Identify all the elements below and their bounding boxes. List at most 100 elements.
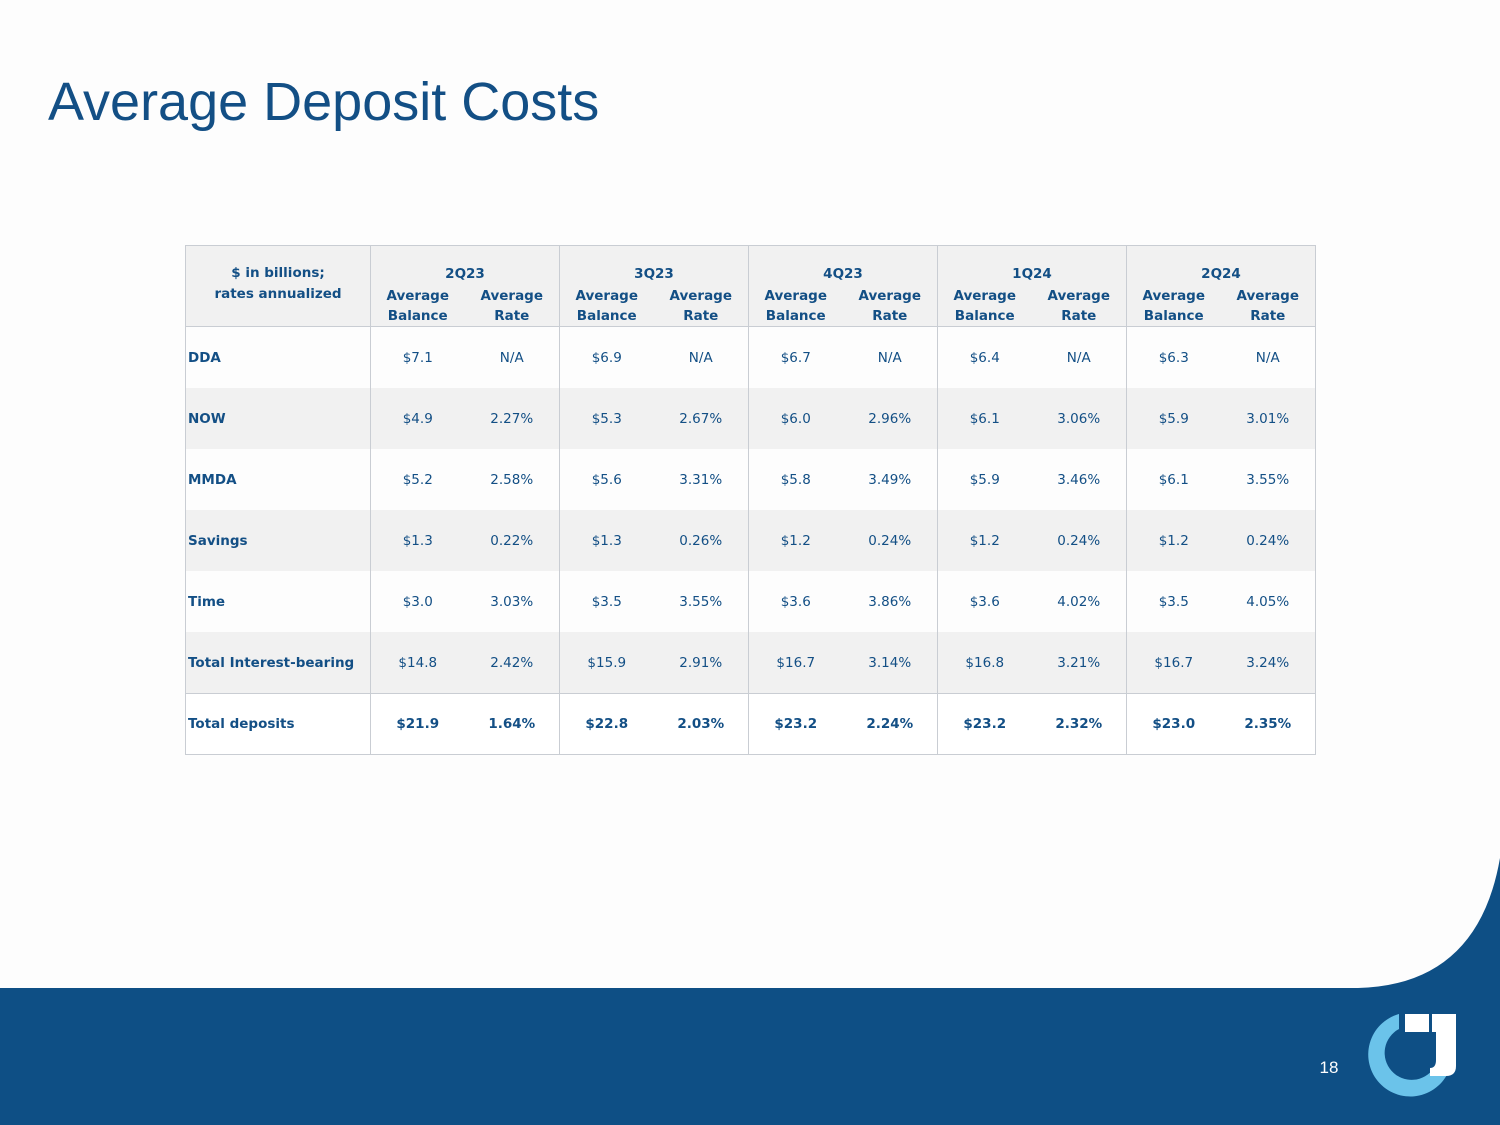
average-balance-cell: $6.3 <box>1126 326 1221 388</box>
average-balance-header: Average Balance <box>937 286 1032 327</box>
average-rate-cell: 2.67% <box>653 388 749 449</box>
average-balance-cell: $1.2 <box>1126 510 1221 571</box>
average-balance-cell: $16.7 <box>748 632 843 694</box>
row-label: DDA <box>188 349 221 366</box>
quarter-header: 2Q24 <box>1126 245 1316 286</box>
page-number: 18 <box>1319 1058 1339 1077</box>
average-rate-cell: 2.96% <box>842 388 938 449</box>
average-balance-cell: $3.5 <box>559 571 654 632</box>
average-balance-cell: $21.9 <box>370 693 465 755</box>
average-rate-header: Average Rate <box>842 286 938 327</box>
average-rate-cell: 2.32% <box>1031 693 1127 755</box>
average-rate-cell: 2.27% <box>464 388 560 449</box>
quarter-header: 4Q23 <box>748 245 938 286</box>
average-rate-cell: 2.91% <box>653 632 749 694</box>
average-rate-cell: 4.05% <box>1246 593 1290 610</box>
row-label: MMDA <box>188 471 237 488</box>
average-balance-cell: $1.3 <box>370 510 465 571</box>
average-rate-cell: 0.22% <box>464 510 560 571</box>
average-rate-header: Average Rate <box>653 286 749 327</box>
average-rate-cell: 2.24% <box>842 693 938 755</box>
average-rate-cell: 1.64% <box>464 693 560 755</box>
table-row: Savings $1.3 0.22% $1.3 0.26% $1.2 0.24% $1.2 0.… <box>185 510 1316 571</box>
average-balance-cell: $4.9 <box>370 388 465 449</box>
table-row: Total Interest-bearing $14.8 2.42% $15.9 2.9… <box>185 632 1316 694</box>
average-balance-cell: $1.2 <box>748 510 843 571</box>
average-balance-cell: $23.2 <box>748 693 843 755</box>
average-balance-cell: $16.7 <box>1126 632 1221 694</box>
table-row: NOW $4.9 2.27% $5.3 2.67% $6.0 2.96% $6.1 3.06% $… <box>185 388 1316 449</box>
average-balance-header: Average Balance <box>748 286 843 327</box>
row-label: Total deposits <box>185 693 371 755</box>
quarter-header-row: $ in billions; rates annualized 2Q23 3Q2… <box>185 245 1316 327</box>
average-rate-cell: N/A <box>877 349 902 366</box>
average-rate-cell: 0.26% <box>653 510 749 571</box>
average-balance-cell: $23.2 <box>937 693 1032 755</box>
row-label: Time <box>188 593 226 610</box>
average-balance-cell: $6.0 <box>748 388 843 449</box>
average-rate-header: Average Rate <box>464 286 560 327</box>
row-label: NOW <box>185 388 371 449</box>
average-balance-cell: $1.2 <box>937 510 1032 571</box>
average-balance-cell: $3.6 <box>748 571 843 632</box>
corner-label-line2: rates annualized <box>214 286 342 302</box>
average-rate-cell: N/A <box>499 349 524 366</box>
average-balance-cell: $5.6 <box>559 449 654 510</box>
company-logo-icon <box>1368 1014 1456 1097</box>
average-rate-cell: 3.55% <box>1246 471 1290 488</box>
average-rate-cell: 3.31% <box>679 471 723 488</box>
average-balance-cell: $6.4 <box>937 326 1032 388</box>
average-balance-cell: $14.8 <box>370 632 465 694</box>
average-balance-cell: $6.1 <box>937 388 1032 449</box>
average-rate-cell: 3.14% <box>842 632 938 694</box>
total-deposits-row: Total deposits $21.9 1.64% $22.8 2.03% $23.2 2… <box>185 693 1316 755</box>
average-rate-cell: 3.21% <box>1031 632 1127 694</box>
slide-title: Average Deposit Costs <box>48 72 600 132</box>
quarter-header: 2Q23 <box>370 245 560 286</box>
average-rate-cell: 4.02% <box>1057 593 1101 610</box>
average-balance-cell: $5.2 <box>370 449 465 510</box>
average-rate-cell: 3.24% <box>1220 632 1316 694</box>
average-balance-cell: $16.8 <box>937 632 1032 694</box>
corner-label-line1: $ in billions; <box>231 265 325 281</box>
average-rate-cell: 3.86% <box>868 593 912 610</box>
quarter-header: 3Q23 <box>559 245 749 286</box>
table-row: Time $3.0 3.03% $3.5 3.55% $3.6 3.86% $3.6 4.02%… <box>186 571 1316 632</box>
deposit-costs-table: $ in billions; rates annualized 2Q23 3Q2… <box>185 245 1316 755</box>
average-balance-header: Average Balance <box>559 286 654 327</box>
average-rate-cell: N/A <box>1066 349 1091 366</box>
average-rate-cell: 3.55% <box>679 593 723 610</box>
table-row: DDA $7.1 N/A $6.9 N/A $6.7 N/A $6.4 N/A $6.3 N/A <box>186 326 1316 388</box>
average-rate-cell: 3.03% <box>490 593 534 610</box>
table-row: MMDA $5.2 2.58% $5.6 3.31% $5.8 3.49% $5.9 3.46%… <box>186 449 1316 510</box>
average-balance-cell: $6.9 <box>559 326 654 388</box>
average-balance-header: Average Balance <box>1126 286 1221 327</box>
row-label: Savings <box>185 510 371 571</box>
average-rate-cell: 2.35% <box>1220 693 1316 755</box>
quarter-header: 1Q24 <box>937 245 1127 286</box>
average-balance-cell: $22.8 <box>559 693 654 755</box>
average-balance-cell: $3.5 <box>1126 571 1221 632</box>
average-balance-cell: $6.1 <box>1126 449 1221 510</box>
average-balance-header: Average Balance <box>370 286 465 327</box>
average-rate-cell: 2.42% <box>464 632 560 694</box>
average-rate-cell: 0.24% <box>1220 510 1316 571</box>
average-rate-cell: 0.24% <box>1031 510 1127 571</box>
average-balance-cell: $6.7 <box>748 326 843 388</box>
average-rate-header: Average Rate <box>1220 286 1316 327</box>
average-rate-cell: 3.06% <box>1031 388 1127 449</box>
average-rate-cell: 3.46% <box>1057 471 1101 488</box>
average-balance-cell: $7.1 <box>370 326 465 388</box>
average-balance-cell: $23.0 <box>1126 693 1221 755</box>
average-rate-cell: 2.58% <box>490 471 534 488</box>
average-balance-cell: $5.9 <box>937 449 1032 510</box>
corner-header: $ in billions; rates annualized <box>185 245 371 327</box>
average-rate-cell: 3.01% <box>1220 388 1316 449</box>
average-rate-cell: 3.49% <box>868 471 912 488</box>
average-balance-cell: $1.3 <box>559 510 654 571</box>
average-balance-cell: $5.8 <box>748 449 843 510</box>
average-balance-cell: $5.9 <box>1126 388 1221 449</box>
average-rate-cell: N/A <box>688 349 713 366</box>
average-rate-cell: N/A <box>1255 349 1280 366</box>
